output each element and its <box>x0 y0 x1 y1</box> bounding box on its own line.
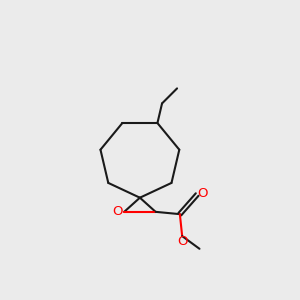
Text: O: O <box>112 205 123 218</box>
Text: O: O <box>197 187 208 200</box>
Text: O: O <box>177 236 188 248</box>
